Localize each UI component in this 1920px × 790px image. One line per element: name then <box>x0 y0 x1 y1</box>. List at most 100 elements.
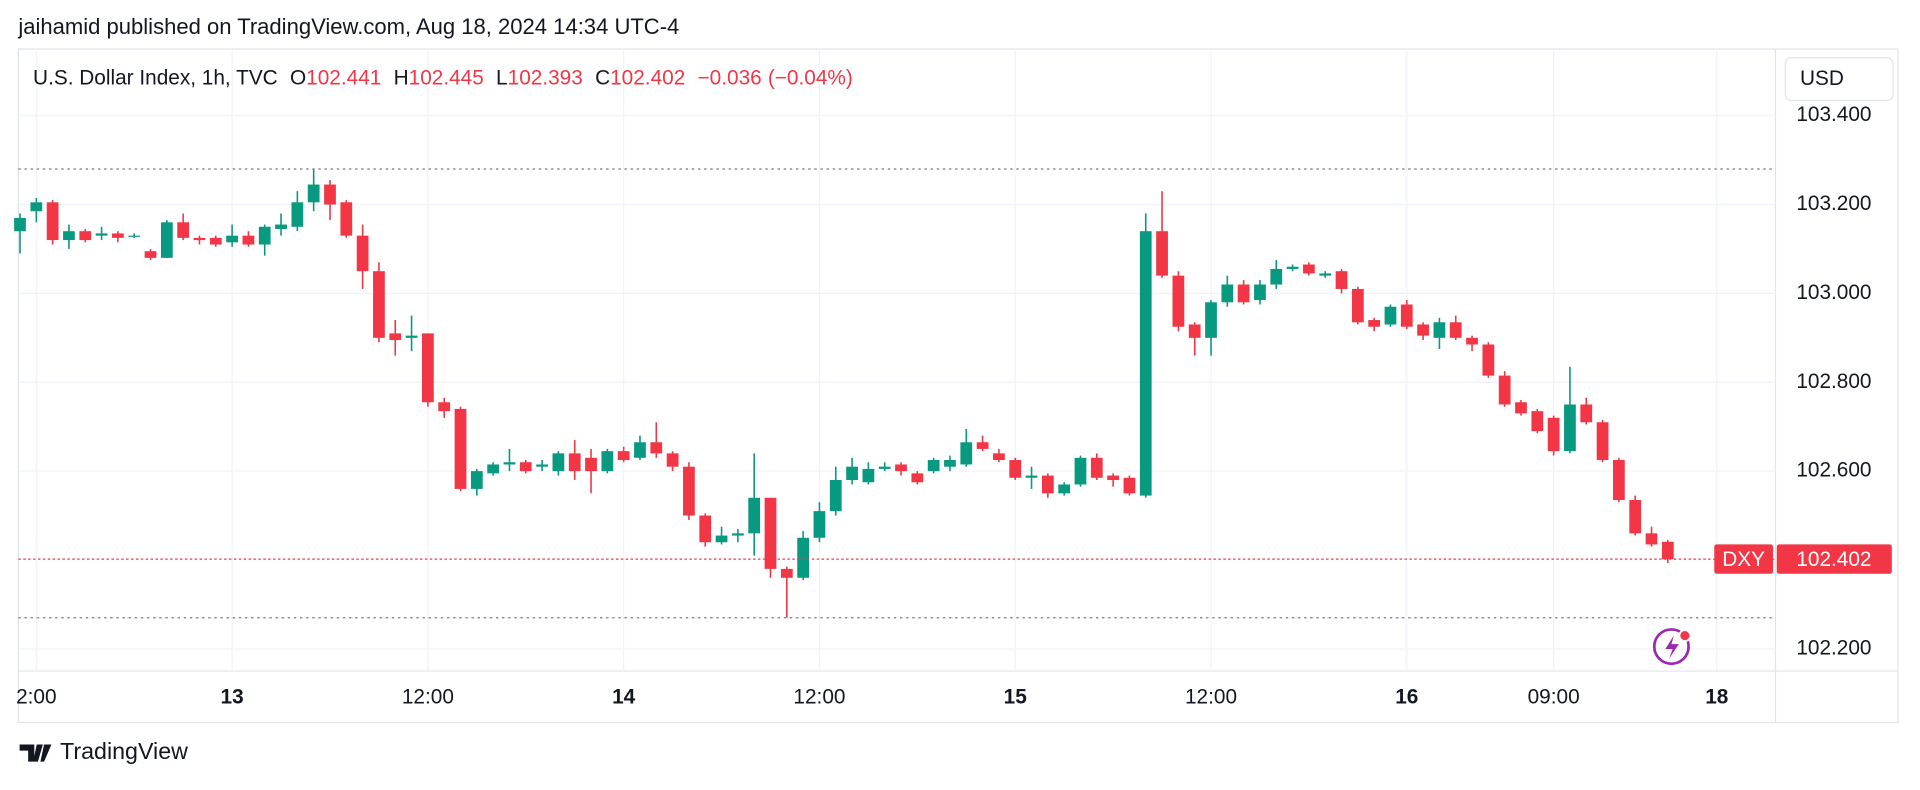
ticker-tag <box>1714 544 1774 574</box>
candle-body <box>617 451 630 461</box>
candle-body <box>927 460 940 472</box>
candle-body <box>1025 475 1038 478</box>
y-tick-label: 102.200 <box>1796 636 1871 659</box>
lightning-icon[interactable] <box>1652 628 1692 666</box>
candle-body <box>1074 457 1087 485</box>
x-tick-label: 12:00 <box>793 686 845 709</box>
candle-body <box>79 231 92 241</box>
candle-body <box>30 202 43 212</box>
x-tick-label: 13 <box>221 686 244 709</box>
overlay: DXY 102.402 <box>18 168 1892 619</box>
candle-body <box>405 335 418 338</box>
ohlc-value: 102.402 <box>610 66 685 89</box>
change: −0.036 <box>698 66 762 89</box>
candle-body <box>1123 477 1136 494</box>
candle-body <box>144 251 157 258</box>
x-tick-label: 18 <box>1705 686 1728 709</box>
candle-body <box>536 464 548 467</box>
currency[interactable]: USD <box>1800 67 1844 90</box>
candle-body <box>960 442 973 465</box>
candle-body <box>1286 266 1299 269</box>
candles <box>14 168 1674 618</box>
candle-body <box>1303 264 1315 274</box>
candle-body <box>177 222 190 238</box>
candle-body <box>1564 404 1576 452</box>
last-price-label: 102.402 <box>1796 548 1871 571</box>
candle-body <box>666 453 679 467</box>
y-tick-label: 103.400 <box>1796 103 1871 126</box>
candle-body <box>258 226 271 245</box>
brand: TradingView <box>60 738 188 764</box>
ohlc-value: 102.441 <box>306 66 381 89</box>
candle-body <box>634 442 646 458</box>
candle-body <box>911 473 924 483</box>
candle-body <box>1645 533 1658 545</box>
y-tick-label: 103.000 <box>1796 281 1871 304</box>
candle-body <box>95 233 108 236</box>
currency-button[interactable] <box>1784 56 1894 102</box>
candle-body <box>1515 402 1527 414</box>
candle-body <box>487 464 500 474</box>
candle-body <box>993 453 1005 461</box>
candle-body <box>1221 284 1234 303</box>
candle-body <box>895 464 907 472</box>
candle-body <box>650 442 663 454</box>
candle-body <box>764 497 777 569</box>
y-tick-label: 102.600 <box>1796 459 1871 482</box>
candle-body <box>307 184 320 203</box>
candle-body <box>1205 302 1217 338</box>
brand-logo <box>19 744 52 762</box>
candle-body <box>1661 541 1674 560</box>
candle-body <box>63 231 75 241</box>
x-tick-label: 14 <box>612 686 636 709</box>
candle-body <box>1368 320 1381 327</box>
y-tick-label: 103.200 <box>1796 192 1871 215</box>
candle-body <box>944 460 956 467</box>
candle-body <box>1449 322 1462 338</box>
price-tag <box>1776 544 1892 574</box>
candle-body <box>356 235 369 272</box>
candle-body <box>160 222 173 258</box>
candle-body <box>683 466 695 516</box>
candle-body <box>1254 284 1266 301</box>
candle-body <box>1482 344 1495 376</box>
candle-body <box>1172 275 1185 327</box>
candle-body <box>1613 460 1625 501</box>
candle-body <box>552 453 565 472</box>
candle-body <box>1384 306 1397 325</box>
candle-body <box>291 202 304 227</box>
y-tick-label: 102.800 <box>1796 370 1871 393</box>
candle-body <box>1466 337 1478 345</box>
x-tick-label: 16 <box>1395 686 1418 709</box>
candle-body <box>422 333 434 403</box>
candle-body <box>862 468 875 483</box>
candle-body <box>519 462 532 472</box>
candle-body <box>585 457 597 472</box>
ohlc-value: 102.445 <box>409 66 484 89</box>
candle-body <box>1041 475 1054 494</box>
candle-body <box>1351 288 1364 323</box>
candle-body <box>1433 322 1446 338</box>
candle-body <box>1319 273 1332 276</box>
candle-body <box>748 497 761 534</box>
ohlc-key: H <box>394 66 409 89</box>
candle-body <box>193 237 206 241</box>
attribution: jaihamid published on TradingView.com, A… <box>17 14 679 39</box>
x-tick-label: 09:00 <box>1528 686 1580 709</box>
candle-body <box>1335 271 1348 289</box>
candle-body <box>1107 475 1119 481</box>
x-tick-label: 12:00 <box>402 686 454 709</box>
ohlc-key: L <box>496 66 508 89</box>
candle-body <box>1156 231 1168 276</box>
candle-body <box>976 442 989 449</box>
candle-body <box>715 535 728 543</box>
x-tick-label: 15 <box>1004 686 1027 709</box>
x-tick-label: 12:00 <box>1185 686 1237 709</box>
candle-body <box>503 462 516 465</box>
legend: U.S. Dollar Index, 1h, TVC O102.441 H102.4… <box>33 66 853 89</box>
candle-body <box>731 533 744 536</box>
candle-body <box>568 453 581 472</box>
candle-body <box>1580 404 1593 423</box>
